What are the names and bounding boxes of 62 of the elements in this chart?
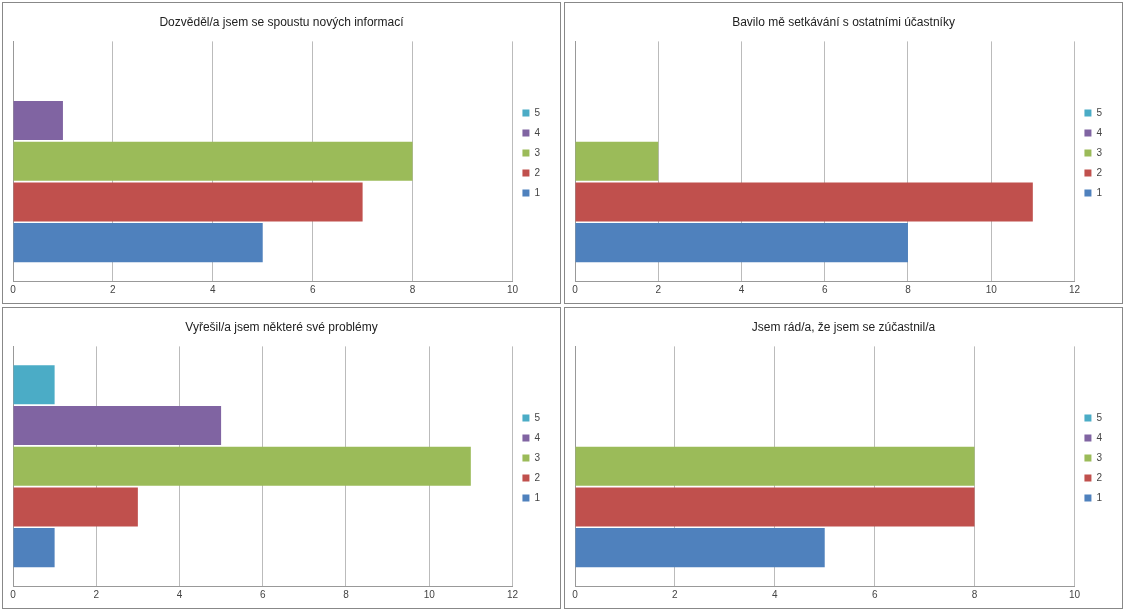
legend-label: 5 — [1096, 411, 1103, 423]
bar — [13, 182, 363, 222]
legend-label: 4 — [534, 431, 541, 443]
bar — [13, 100, 63, 141]
x-tick-label: 6 — [309, 283, 316, 295]
x-tick-label: 2 — [672, 588, 679, 600]
legend-label: 4 — [1096, 126, 1103, 138]
bar — [13, 528, 55, 568]
x-tick-label: 8 — [905, 283, 912, 295]
x-tick-label: 4 — [738, 283, 745, 295]
legend-label: 3 — [534, 146, 541, 158]
x-tick-label: 0 — [10, 588, 17, 600]
bar — [13, 446, 471, 486]
legend-label: 1 — [534, 186, 541, 198]
legend-label: 1 — [534, 491, 541, 503]
x-tick-label: 0 — [572, 588, 579, 600]
legend-label: 2 — [1096, 471, 1103, 483]
legend-label: 3 — [1096, 146, 1103, 158]
x-tick-label: 10 — [506, 283, 519, 295]
x-tick-label: 2 — [93, 588, 100, 600]
x-tick-label: 10 — [1068, 588, 1081, 600]
bar — [13, 365, 55, 405]
legend-label: 1 — [1096, 186, 1103, 198]
x-tick-label: 12 — [1068, 283, 1081, 295]
bar — [13, 405, 222, 446]
bar — [575, 141, 659, 181]
x-tick-label: 2 — [655, 283, 662, 295]
x-tick-label: 8 — [409, 283, 416, 295]
x-tick-label: 4 — [209, 283, 216, 295]
x-tick-label: 0 — [10, 283, 17, 295]
x-tick-label: 4 — [176, 588, 183, 600]
x-tick-label: 6 — [259, 588, 266, 600]
x-tick-label: 4 — [771, 588, 778, 600]
x-tick-label: 6 — [821, 283, 828, 295]
x-tick-label: 2 — [110, 283, 117, 295]
chart-title: Vyřešil/a jsem některé své problémy — [185, 319, 378, 334]
bar — [13, 223, 263, 263]
legend-label: 3 — [1096, 451, 1103, 463]
legend-label: 1 — [1096, 491, 1103, 503]
x-tick-label: 0 — [572, 283, 579, 295]
x-tick-label: 6 — [871, 588, 878, 600]
bar — [575, 223, 908, 263]
chart-title: Jsem rád/a, že jsem se zúčastnil/a — [751, 319, 936, 334]
chart-title: Bavilo mě setkávání s ostatními účastníky — [732, 14, 955, 29]
legend-label: 4 — [1096, 431, 1103, 443]
legend-label: 2 — [534, 471, 541, 483]
x-tick-label: 10 — [985, 283, 998, 295]
bar — [13, 141, 413, 181]
x-tick-label: 12 — [506, 588, 519, 600]
x-tick-label: 8 — [343, 588, 350, 600]
x-tick-label: 10 — [423, 588, 436, 600]
legend-label: 5 — [534, 106, 541, 118]
legend-label: 2 — [1096, 166, 1103, 178]
bar — [13, 487, 138, 527]
legend-label: 4 — [534, 126, 541, 138]
x-tick-label: 8 — [971, 588, 978, 600]
bar — [575, 182, 1033, 222]
legend-label: 5 — [1096, 106, 1103, 118]
chart-title: Dozvěděl/a jsem se spoustu nových informací — [159, 14, 405, 29]
legend-label: 3 — [534, 451, 541, 463]
legend-label: 2 — [534, 166, 541, 178]
legend-label: 5 — [534, 411, 541, 423]
